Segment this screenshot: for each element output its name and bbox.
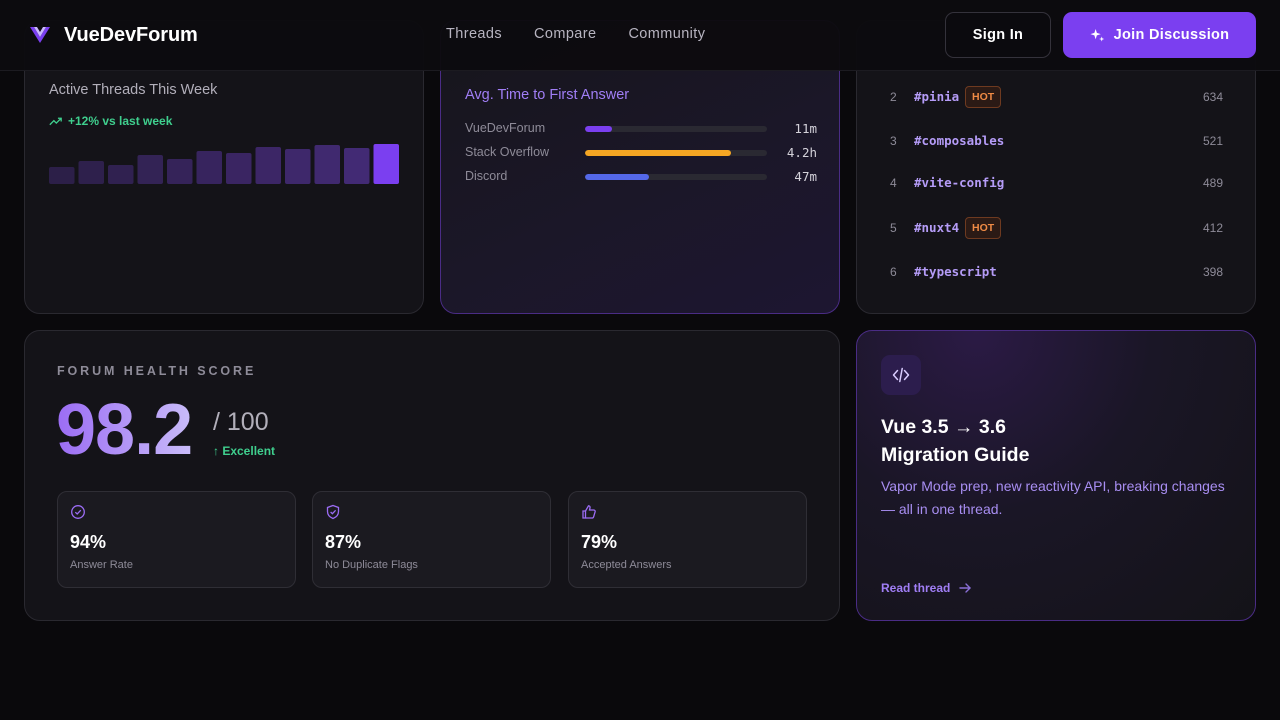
join-discussion-label: Join Discussion: [1113, 27, 1230, 43]
hot-badge: HOT: [965, 86, 1002, 108]
compare-row-discord: Discord 47m: [465, 169, 817, 185]
thread-bar: [226, 153, 252, 184]
tag-name[interactable]: #composables: [914, 133, 1005, 148]
tag-count: 521: [1202, 134, 1223, 148]
stat-no-duplicate-flags: 87% No Duplicate Flags: [312, 491, 551, 588]
tag-name[interactable]: #vite-config: [914, 175, 1005, 190]
guide-title: Vue 3.5 → 3.6 Migration Guide: [881, 413, 1231, 469]
stat-label: No Duplicate Flags: [325, 559, 418, 571]
tag-rank: 6: [890, 265, 897, 279]
sparkle-icon: [1090, 28, 1104, 41]
thread-bar: [167, 159, 193, 184]
tag-name[interactable]: #nuxt4: [914, 220, 960, 235]
thread-bar: [49, 167, 75, 184]
read-thread-label: Read thread: [881, 581, 951, 595]
tag-count: 489: [1202, 176, 1223, 190]
tag-rank: 3: [890, 134, 897, 148]
forum-health-card: FORUM HEALTH SCORE 98.2 / 100 ↑ Excellen…: [24, 330, 840, 621]
compare-value: 4.2h: [786, 145, 817, 160]
thumbs-up-icon: [582, 505, 596, 519]
nav-link-community[interactable]: Community: [628, 26, 706, 42]
nav-link-compare[interactable]: Compare: [534, 26, 597, 42]
thread-bar: [314, 145, 340, 184]
compare-bar-fill: [585, 174, 649, 180]
stat-value: 87%: [325, 532, 362, 552]
tag-count: 412: [1202, 221, 1223, 235]
threads-trend-text: +12% vs last week: [68, 114, 173, 128]
code-icon: [892, 367, 910, 383]
compare-bar-track: [585, 150, 767, 156]
migration-guide-card[interactable]: Vue 3.5 → 3.6 Migration Guide Vapor Mode…: [856, 330, 1256, 621]
read-thread-link[interactable]: Read thread: [881, 581, 972, 595]
stat-label: Accepted Answers: [581, 559, 672, 571]
time-to-answer-title: Avg. Time to First Answer: [465, 87, 630, 103]
guide-title-line-2: Migration Guide: [881, 444, 1030, 466]
tag-name[interactable]: #pinia: [914, 89, 960, 104]
trending-up-icon: [49, 117, 62, 125]
thread-bar: [344, 148, 370, 184]
thread-bar: [373, 144, 399, 184]
compare-row-vuedevforum: VueDevForum 11m: [465, 121, 817, 137]
check-circle-icon: [71, 505, 85, 519]
stat-value: 94%: [70, 532, 107, 552]
compare-row-stack-overflow: Stack Overflow 4.2h: [465, 145, 817, 161]
tag-row[interactable]: 5 #nuxt4 HOT 412: [890, 217, 1223, 239]
active-threads-label: Active Threads This Week: [49, 82, 218, 98]
tag-rank: 5: [890, 221, 897, 235]
health-score-max: / 100: [213, 408, 269, 436]
nav-link-threads[interactable]: Threads: [446, 26, 502, 42]
tag-count: 634: [1202, 90, 1223, 104]
nav-links: Threads Compare Community: [446, 26, 737, 42]
compare-bar-track: [585, 126, 767, 132]
tag-row[interactable]: 3 #composables 521: [890, 130, 1223, 152]
tag-rank: 2: [890, 90, 897, 104]
weekly-threads-sparkbars: [49, 144, 399, 184]
thread-bar: [137, 155, 163, 184]
guide-title-line-1: Vue 3.5 → 3.6: [881, 416, 1007, 438]
brand-logo[interactable]: VueDevForum: [28, 23, 198, 47]
threads-trend: +12% vs last week: [49, 114, 172, 128]
tag-row[interactable]: 4 #vite-config 489: [890, 172, 1223, 194]
thread-bar: [78, 161, 104, 184]
tag-row[interactable]: 2 #pinia HOT 634: [890, 86, 1223, 108]
shield-check-icon: [326, 504, 340, 520]
tag-name[interactable]: #typescript: [914, 264, 997, 279]
compare-name: VueDevForum: [465, 121, 546, 135]
join-discussion-button[interactable]: Join Discussion: [1063, 12, 1256, 58]
code-icon-box: [881, 355, 921, 395]
health-score-label: FORUM HEALTH SCORE: [57, 364, 257, 378]
compare-name: Stack Overflow: [465, 145, 550, 159]
compare-bar-track: [585, 174, 767, 180]
compare-value: 47m: [794, 169, 817, 184]
guide-description: Vapor Mode prep, new reactivity API, bre…: [881, 478, 1225, 517]
compare-bar-fill: [585, 150, 731, 156]
thread-bar: [285, 149, 311, 184]
compare-name: Discord: [465, 169, 508, 183]
tag-row[interactable]: 6 #typescript 398: [890, 261, 1223, 283]
compare-value: 11m: [794, 121, 817, 136]
sign-in-button[interactable]: Sign In: [945, 12, 1051, 58]
health-score-value: 98.2: [56, 390, 193, 470]
stat-answer-rate: 94% Answer Rate: [57, 491, 296, 588]
thread-bar: [255, 147, 281, 184]
stat-label: Answer Rate: [70, 559, 133, 571]
health-status: ↑ Excellent: [213, 444, 276, 458]
thread-bar: [196, 151, 222, 184]
arrow-right-icon: [959, 583, 972, 593]
compare-bar-fill: [585, 126, 613, 132]
vue-logo-icon: [30, 27, 50, 43]
tag-rank: 4: [890, 176, 897, 190]
top-nav: VueDevForum Threads Compare Community Si…: [0, 0, 1280, 71]
stat-accepted-answers: 79% Accepted Answers: [568, 491, 807, 588]
thread-bar: [108, 165, 134, 184]
brand-name: VueDevForum: [64, 23, 198, 46]
tag-count: 398: [1202, 265, 1223, 279]
stat-value: 79%: [581, 532, 618, 552]
hot-badge: HOT: [965, 217, 1002, 239]
